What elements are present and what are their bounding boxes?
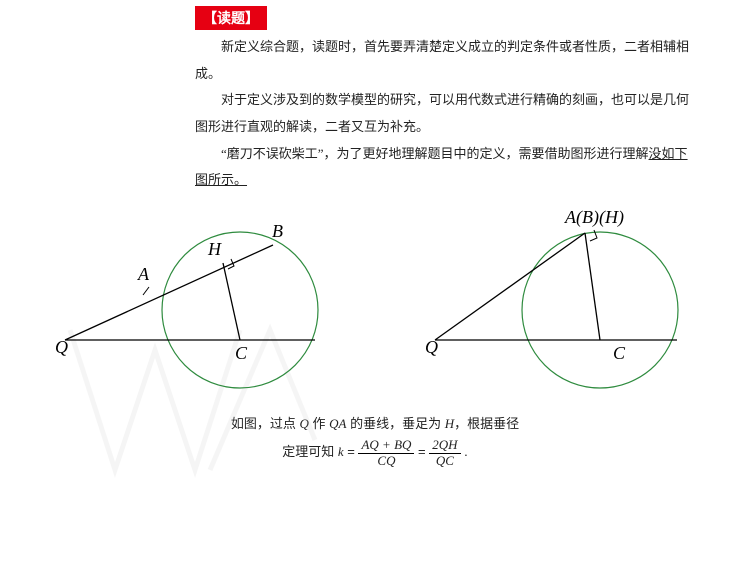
paragraph-2: 对于定义涉及到的数学模型的研究，可以用代数式进行精确的刻画，也可以是几何图形进行…: [195, 87, 690, 140]
conclusion-line2: 定理可知 k = AQ + BQCQ = 2QHQC .: [0, 438, 750, 468]
bt-l1d: ，根据垂径: [454, 416, 519, 431]
diagram-right-svg: [405, 205, 725, 395]
explanation-text: 新定义综合题，读题时，首先要弄清楚定义成立的判定条件或者性质，二者相辅相成。 对…: [195, 34, 690, 194]
bt-l1b: 作: [309, 416, 329, 431]
line-QB: [65, 245, 273, 340]
label-Q-left: Q: [55, 337, 68, 358]
label-ABH-text: A(B)(H): [565, 207, 624, 227]
frac1-den: CQ: [358, 454, 414, 468]
section-badge: 【读题】: [195, 6, 267, 30]
conclusion-line1: 如图，过点 Q 作 QA 的垂线，垂足为 H，根据垂径: [0, 410, 750, 439]
diagram-left-svg: [25, 205, 355, 395]
bt-q: Q: [300, 416, 309, 431]
label-ABH-right: A(B)(H): [565, 207, 624, 228]
bt-eq2: =: [414, 445, 429, 460]
bt-l1a: 如图，过点: [231, 416, 300, 431]
fraction-1: AQ + BQCQ: [358, 438, 414, 468]
diagram-row: Q A B H C Q A(B)(H) C: [0, 200, 750, 400]
frac2-num: 2QH: [429, 438, 460, 453]
bt-qa: QA: [329, 416, 346, 431]
bt-period: .: [461, 445, 468, 460]
bt-eq1: =: [344, 445, 359, 460]
fraction-2: 2QHQC: [429, 438, 460, 468]
label-C-left: C: [235, 343, 247, 364]
line-CH: [223, 263, 240, 340]
bt-h: H: [445, 416, 454, 431]
frac2-den: QC: [429, 454, 460, 468]
circle-right: [522, 232, 678, 388]
conclusion-text: 如图，过点 Q 作 QA 的垂线，垂足为 H，根据垂径 定理可知 k = AQ …: [0, 410, 750, 468]
bt-l2a: 定理可知: [282, 445, 338, 460]
diagram-right: Q A(B)(H) C: [405, 205, 725, 395]
line-QA-tangent: [435, 233, 585, 340]
label-Q-right: Q: [425, 337, 438, 358]
diagram-left: Q A B H C: [25, 205, 355, 395]
label-C-right: C: [613, 343, 625, 364]
label-B-left: B: [272, 221, 283, 242]
frac1-num: AQ + BQ: [358, 438, 414, 453]
label-H-left: H: [208, 239, 221, 260]
paragraph-3a: “磨刀不误砍柴工”，为了更好地理解题目中的定义，需要借助图形进行理解: [221, 146, 649, 161]
bt-l1c: 的垂线，垂足为: [346, 416, 444, 431]
paragraph-1: 新定义综合题，读题时，首先要弄清楚定义成立的判定条件或者性质，二者相辅相成。: [195, 34, 690, 87]
circle-left: [162, 232, 318, 388]
tick-QA: [143, 287, 149, 295]
line-CA-right: [585, 233, 600, 340]
label-A-left: A: [138, 264, 149, 285]
paragraph-3: “磨刀不误砍柴工”，为了更好地理解题目中的定义，需要借助图形进行理解没如下图所示…: [195, 141, 690, 194]
